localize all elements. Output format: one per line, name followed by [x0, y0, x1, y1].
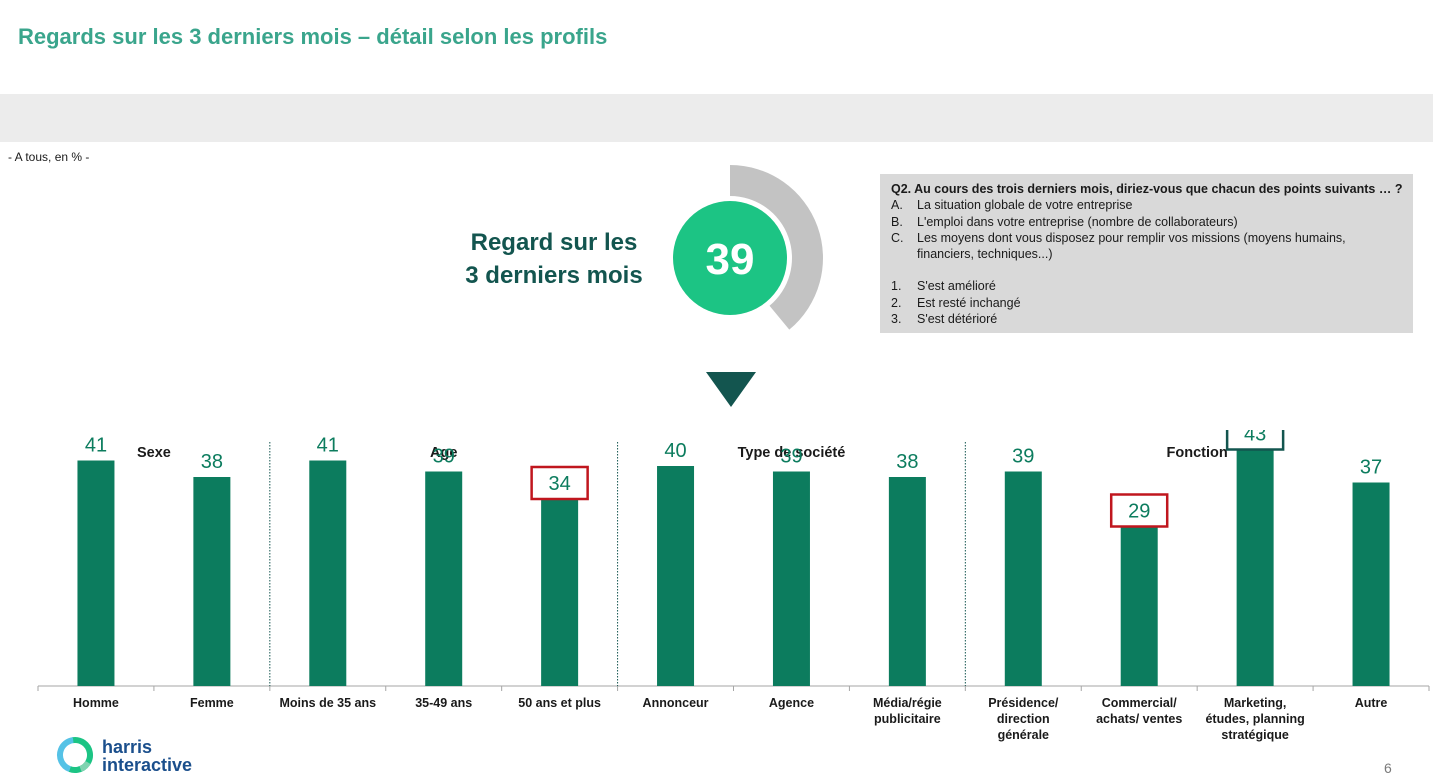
group-header: Age	[430, 445, 457, 461]
logo-line1: harris	[102, 737, 152, 757]
kpi-arc	[730, 165, 823, 330]
value-label: 39	[433, 446, 455, 468]
category-label: Présidence/	[988, 696, 1059, 710]
category-label: Homme	[73, 696, 119, 710]
value-label: 29	[1128, 501, 1150, 523]
highlight-box	[1109, 493, 1169, 528]
bar	[193, 477, 231, 686]
kpi-circle	[673, 201, 787, 315]
question-item: A. La situation globale de votre entrepri…	[891, 198, 1133, 213]
page-title: Regards sur les 3 derniers mois – détail…	[18, 24, 608, 49]
value-label: 39	[1012, 446, 1034, 468]
bar	[1120, 526, 1158, 686]
answer-scale: 1. S'est amélioré 2. Est resté inchangé 3.…	[891, 278, 1405, 327]
category-label: publicitaire	[874, 712, 941, 726]
bar	[1352, 482, 1390, 686]
bar	[888, 477, 926, 686]
value-label: 41	[85, 435, 107, 457]
category-label: stratégique	[1221, 728, 1288, 742]
value-label: 37	[1360, 457, 1382, 479]
bar	[1236, 449, 1274, 686]
category-label: générale	[998, 728, 1049, 742]
value-label: 34	[549, 473, 571, 495]
question-item: B. L'emploi dans votre entreprise (nombre…	[891, 214, 1238, 229]
profile-bar-chart: Sexe Age Type de société Fonction 41 Homme 38 F…	[37, 430, 1430, 742]
category-label: direction	[997, 712, 1050, 726]
header-band	[0, 94, 1433, 142]
category-label: achats/ ventes	[1096, 712, 1182, 726]
bar	[541, 499, 579, 686]
question-title: Q2. Au cours des trois derniers mois, di…	[891, 182, 1403, 196]
kpi-label: Regard sur les 3 derniers mois	[430, 226, 678, 292]
value-label: 43	[1244, 430, 1266, 446]
highlight-box	[530, 465, 589, 501]
value-label: 40	[664, 440, 686, 462]
base-note: - A tous, en % -	[8, 150, 90, 164]
kpi-donut: 39	[673, 165, 823, 330]
category-label: Média/régie	[873, 696, 942, 710]
bar	[309, 460, 347, 686]
down-arrow-icon	[706, 372, 756, 407]
category-label: 50 ans et plus	[518, 696, 601, 710]
question-item: C. Les moyens dont vous disposez pour rem…	[891, 230, 1346, 262]
question-items: A. La situation globale de votre entrepri…	[891, 197, 1405, 262]
category-label: Autre	[1355, 696, 1388, 710]
logo-line2: interactive	[102, 755, 192, 775]
category-label: études, planning	[1205, 712, 1304, 726]
answer-item: 3. S'est détérioré	[891, 312, 998, 327]
bar	[657, 466, 695, 686]
category-label: Femme	[190, 696, 234, 710]
value-label: 38	[201, 451, 223, 473]
value-label: 38	[896, 451, 918, 473]
bar	[425, 471, 463, 686]
value-label: 41	[317, 435, 339, 457]
highlight-box	[1225, 430, 1285, 451]
group-header: Fonction	[1167, 445, 1228, 461]
value-label: 39	[780, 446, 802, 468]
category-label: Marketing,	[1224, 696, 1287, 710]
kpi-label-line1: Regard sur les	[470, 229, 638, 256]
bar	[772, 471, 810, 686]
kpi-label-line2: 3 derniers mois	[465, 262, 643, 289]
answer-item: 1. S'est amélioré	[891, 279, 996, 294]
group-header: Sexe	[137, 445, 171, 461]
kpi-value: 39	[706, 235, 755, 284]
question-box: Q2. Au cours des trois derniers mois, di…	[880, 174, 1413, 334]
category-label: 35-49 ans	[415, 696, 472, 710]
group-header: Type de société	[738, 445, 846, 461]
harris-interactive-logo: harris interactive	[57, 737, 192, 775]
bar	[77, 460, 115, 686]
category-label: Moins de 35 ans	[280, 696, 377, 710]
bar	[1004, 471, 1042, 686]
category-label: Agence	[769, 696, 814, 710]
category-label: Commercial/	[1102, 696, 1178, 710]
answer-item: 2. Est resté inchangé	[891, 295, 1021, 310]
category-label: Annonceur	[643, 696, 709, 710]
page-number: 6	[1384, 760, 1392, 776]
